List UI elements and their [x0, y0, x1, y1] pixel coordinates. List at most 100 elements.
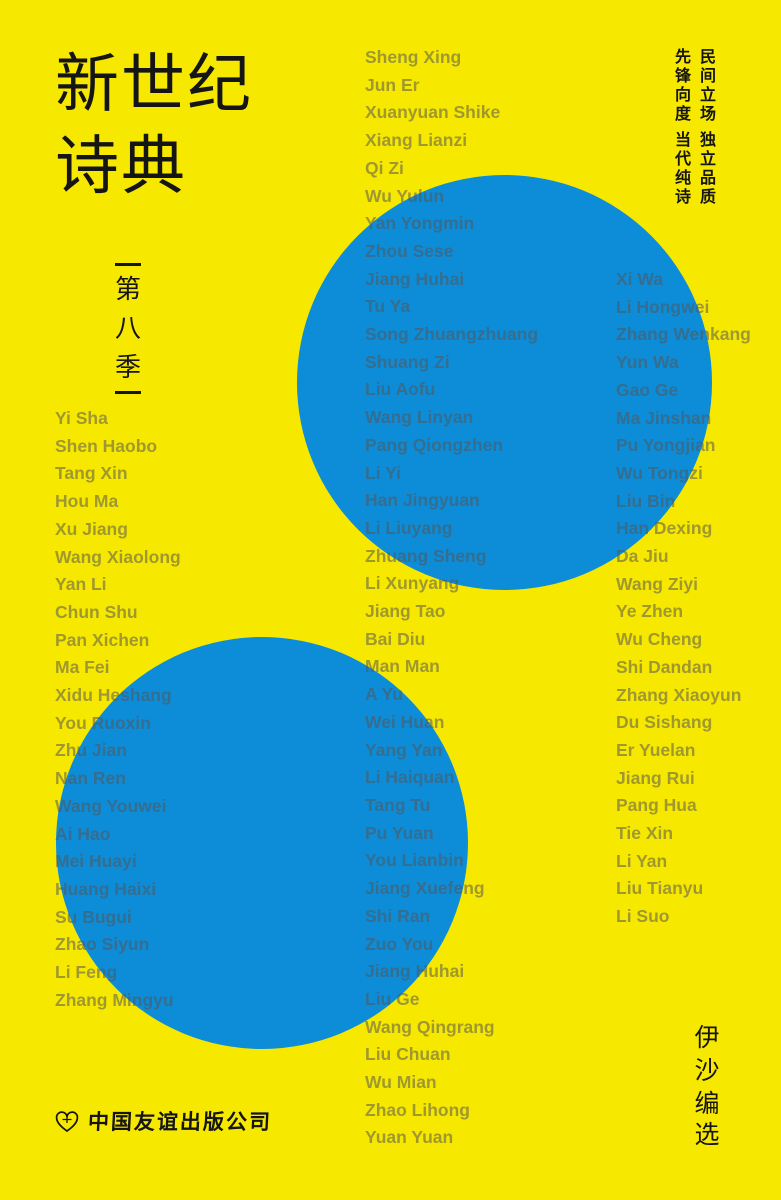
- poet-name: Liu Ge: [365, 988, 420, 1009]
- poet-name: Huang Haixi: [55, 878, 157, 899]
- poet-name: Jiang Huhai: [365, 961, 465, 982]
- poet-name: Li Yi: [365, 462, 401, 483]
- poet-name: Wang Xiaolong: [55, 546, 181, 567]
- poet-name: Zhao Lihong: [365, 1099, 470, 1120]
- poet-name: Wei Huan: [365, 711, 445, 732]
- poet-name: Li Hongwei: [616, 296, 710, 317]
- poet-name: Zhu Jian: [55, 740, 127, 761]
- poet-name: Shen Haobo: [55, 435, 158, 456]
- season-top-dash: [115, 263, 141, 266]
- slogan-duli-pinzhi: 独立品质: [697, 131, 714, 207]
- poet-name: Zhou Sese: [365, 240, 454, 261]
- season-bottom-dash: [115, 391, 141, 394]
- poet-name: Wu Mian: [365, 1072, 437, 1093]
- poet-name: A Yu: [365, 684, 403, 705]
- poet-name: Xi Wa: [616, 269, 663, 289]
- poet-name: Jiang Rui: [616, 767, 695, 788]
- poet-name: Su Bugui: [55, 906, 132, 927]
- season-char: 八: [114, 313, 141, 343]
- poet-name: Li Suo: [616, 906, 670, 927]
- book-title: 新世纪 诗典: [55, 43, 253, 207]
- poet-name: Du Sishang: [616, 712, 713, 733]
- season-char: 第: [114, 274, 141, 304]
- poet-name: Li Xunyang: [365, 573, 460, 594]
- slogan-dangdai-chunshi: 当代纯诗: [672, 131, 689, 207]
- poet-name: Shi Dandan: [616, 656, 713, 677]
- poet-name: Han Dexing: [616, 518, 713, 539]
- poet-name: Xuanyuan Shike: [365, 102, 501, 123]
- poet-name: Gao Ge: [616, 379, 679, 400]
- poet-name: Liu Bin: [616, 490, 676, 511]
- poet-name: Jiang Xuefeng: [365, 878, 485, 899]
- poet-name: Pang Hua: [616, 795, 697, 816]
- blue-circle-top: [297, 175, 712, 590]
- poet-name: Yuan Yuan: [365, 1127, 454, 1148]
- poet-name: Li Haiquan: [365, 767, 455, 788]
- poet-name: Bai Diu: [365, 628, 426, 649]
- poet-name: Zhao Siyun: [55, 934, 150, 955]
- poet-name: Li Feng: [55, 962, 118, 983]
- publisher-block: 中国友谊出版公司: [54, 1106, 273, 1136]
- poet-name: Shuang Zi: [365, 351, 450, 372]
- poet-name: Shi Ran: [365, 905, 431, 926]
- editor-role: 编选: [691, 1090, 718, 1152]
- poet-name: Yang Yan: [365, 739, 443, 760]
- poet-name: Ma Jinshan: [616, 407, 712, 428]
- poet-name: Zhang Xiaoyun: [616, 684, 742, 705]
- poet-name: Pan Xichen: [55, 629, 150, 650]
- poet-name: Mei Huayi: [55, 851, 137, 872]
- poet-name: Zhang Wenkang: [616, 324, 751, 345]
- poet-name: Nan Ren: [55, 768, 126, 789]
- poet-name: Chun Shu: [55, 601, 138, 622]
- poet-name: Tie Xin: [616, 823, 674, 844]
- poet-list-right: Xi Wa Li Hongwei Zhang Wenkang Yun Wa Gao Ge…: [616, 266, 751, 931]
- poet-name: Liu Chuan: [365, 1044, 451, 1065]
- season-label: 第 八 季: [111, 263, 145, 394]
- poet-name: Ma Fei: [55, 657, 110, 678]
- editor-name: 伊沙: [691, 1024, 718, 1090]
- poet-name: Xiang Lianzi: [365, 130, 468, 151]
- publisher-name: 中国友谊出版公司: [87, 1110, 273, 1134]
- poet-name: Xu Jiang: [55, 518, 128, 539]
- poet-name: Wang Linyan: [365, 407, 474, 428]
- poet-name: Man Man: [365, 656, 440, 677]
- poet-name: Wang Ziyi: [616, 573, 698, 594]
- poet-name: Yan Li: [55, 574, 107, 595]
- poet-name: Sheng Xing: [365, 47, 462, 67]
- poet-name: Zhang Mingyu: [55, 989, 174, 1010]
- slogan-group-2: 独立品质 当代纯诗: [668, 131, 718, 207]
- poet-name: Qi Zi: [365, 157, 404, 178]
- poet-name: Song Zhuangzhuang: [365, 324, 539, 345]
- book-title-line2: 诗典: [55, 130, 187, 202]
- poet-name: You Ruoxin: [55, 712, 151, 733]
- poet-name: Wu Cheng: [616, 629, 703, 650]
- poet-name: Jiang Tao: [365, 601, 446, 622]
- poet-name: Tang Xin: [55, 463, 128, 484]
- slogan-xianfeng-xiangdu: 先锋向度: [672, 48, 689, 124]
- poet-name: Pang Qiongzhen: [365, 434, 504, 455]
- poet-list-left: Yi Sha Shen Haobo Tang Xin Hou Ma Xu Jiang Wa…: [55, 405, 181, 1014]
- poet-name: Wu Tongzi: [616, 462, 703, 483]
- poet-name: Wang Qingrang: [365, 1016, 495, 1037]
- poet-name: Er Yuelan: [616, 739, 696, 760]
- poet-name: Xidu Heshang: [55, 685, 172, 706]
- poet-name: Wang Youwei: [55, 795, 167, 816]
- poet-name: Ai Hao: [55, 823, 111, 844]
- poet-name: Zuo You: [365, 933, 434, 954]
- poet-name: Pu Yongjian: [616, 435, 716, 456]
- poet-name: Liu Aofu: [365, 379, 436, 400]
- season-char: 季: [114, 352, 141, 382]
- poet-name: Yi Sha: [55, 408, 108, 428]
- poet-name: Li Liuyang: [365, 517, 453, 538]
- blue-circle-bottom: [56, 637, 468, 1049]
- poet-name: Tu Ya: [365, 296, 411, 317]
- poet-name: Yan Yongmin: [365, 213, 475, 234]
- slogan-minjian-lichang: 民间立场: [697, 48, 714, 124]
- book-title-line1: 新世纪: [55, 48, 253, 120]
- slogan-group-1: 民间立场 先锋向度: [668, 48, 718, 124]
- poet-name: Ye Zhen: [616, 601, 684, 622]
- poet-name: Yun Wa: [616, 352, 679, 373]
- poet-name: Tang Tu: [365, 794, 431, 815]
- poet-name: You Lianbin: [365, 850, 464, 871]
- poet-name: Han Jingyuan: [365, 490, 480, 511]
